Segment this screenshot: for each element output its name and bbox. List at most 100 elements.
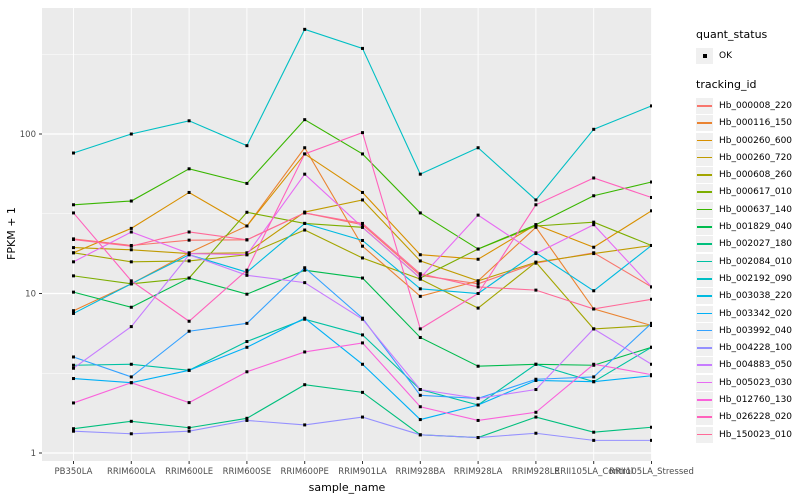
data-point: [129, 260, 133, 264]
data-point: [245, 181, 249, 185]
data-point: [303, 211, 307, 215]
data-point: [650, 180, 652, 184]
data-point: [650, 195, 652, 199]
legend-item-Hb_001829_040: Hb_001829_040: [696, 218, 800, 236]
legend-color-key: [696, 391, 713, 408]
legend-color-key: [696, 236, 713, 253]
data-point: [303, 268, 307, 272]
x-tick-label: RRIM928BA: [396, 467, 446, 477]
legend-item-label: Hb_000260_720: [719, 152, 793, 163]
data-point: [303, 383, 307, 387]
x-tick-label: PB350LA: [55, 467, 93, 477]
legend-color-key: [696, 97, 713, 114]
series-color-line-icon: [697, 260, 712, 263]
legend-item-label: Hb_000608_260: [719, 170, 793, 181]
data-point: [245, 210, 249, 214]
data-point: [592, 252, 596, 256]
data-point: [534, 223, 538, 227]
data-point: [72, 427, 75, 431]
data-point: [650, 321, 652, 325]
data-point: [129, 305, 133, 309]
x-tick-label: RRIM600LE: [165, 467, 213, 477]
data-point: [303, 118, 307, 122]
legend-item-label: Hb_000637_140: [719, 204, 793, 215]
data-point: [361, 244, 364, 248]
legend-item-label: Hb_002027_180: [719, 239, 793, 250]
data-point: [361, 276, 364, 280]
legend-color-key: [696, 426, 713, 443]
data-point: [476, 285, 480, 289]
legend-item-label: Hb_003342_020: [719, 308, 793, 319]
data-point: [534, 410, 538, 414]
data-point: [129, 132, 133, 136]
data-point: [187, 401, 191, 405]
data-point: [592, 245, 596, 249]
data-point: [72, 311, 75, 315]
data-point: [418, 287, 422, 291]
series-color-line-icon: [697, 364, 712, 366]
legend-color-key: [696, 270, 713, 287]
series-lines: [72, 27, 652, 442]
series-color-line-icon: [697, 243, 712, 245]
x-tick-label: RRII105LA_Stressed: [609, 467, 694, 477]
data-point: [187, 190, 191, 194]
data-point: [534, 362, 538, 366]
series-color-line-icon: [697, 398, 712, 401]
data-point: [650, 324, 652, 328]
series-color-line-icon: [697, 156, 712, 159]
data-point: [418, 211, 422, 215]
data-point: [303, 281, 307, 285]
data-point: [245, 251, 249, 255]
data-point: [418, 172, 422, 176]
y-tick-label: 10: [25, 290, 36, 300]
legend-item-Hb_000617_010: Hb_000617_010: [696, 184, 800, 201]
legend-item-Hb_003992_040: Hb_003992_040: [696, 322, 800, 339]
data-point: [187, 429, 191, 433]
legend-item-Hb_150023_010: Hb_150023_010: [696, 426, 800, 443]
data-point: [476, 282, 480, 286]
series-color-line-icon: [697, 208, 712, 211]
data-point: [476, 213, 480, 217]
data-point: [418, 335, 422, 339]
x-axis-title: sample_name: [308, 481, 386, 494]
data-point: [418, 388, 422, 392]
data-point: [418, 405, 422, 409]
data-point: [592, 127, 596, 131]
data-point: [303, 266, 307, 270]
data-point: [187, 167, 191, 171]
data-point: [129, 325, 133, 329]
x-tick-label: RRIM600PE: [281, 467, 329, 477]
legend-item-label: Hb_000617_010: [719, 187, 793, 198]
data-point: [245, 238, 249, 242]
series-color-line-icon: [697, 416, 712, 418]
data-point: [245, 340, 249, 344]
data-point: [418, 327, 422, 331]
legend-item-label: Hb_026228_020: [719, 412, 793, 423]
data-point: [72, 290, 75, 294]
data-point: [476, 257, 480, 261]
y-axis-title: FPKM + 1: [5, 207, 18, 260]
quant-status-key: [696, 47, 713, 64]
data-point: [129, 230, 133, 234]
data-point: [187, 276, 191, 280]
legend-color-key: [696, 184, 713, 201]
data-point: [361, 333, 364, 337]
data-point: [418, 418, 422, 422]
legend-item-label: Hb_004883_050: [719, 360, 793, 371]
legend-item-label: Hb_150023_010: [719, 429, 793, 440]
data-point: [72, 366, 75, 370]
series-color-line-icon: [697, 312, 712, 315]
data-point: [187, 119, 191, 123]
data-point: [303, 152, 307, 156]
data-point: [72, 251, 75, 255]
data-point: [418, 273, 422, 277]
series-color-line-icon: [697, 191, 712, 194]
series-color-line-icon: [697, 277, 712, 280]
data-point: [303, 27, 307, 31]
data-point: [245, 144, 249, 148]
legend-item-Hb_002192_090: Hb_002192_090: [696, 270, 800, 287]
data-point: [534, 198, 538, 202]
data-point: [592, 176, 596, 180]
data-point: [418, 433, 422, 437]
data-point: [650, 373, 652, 377]
